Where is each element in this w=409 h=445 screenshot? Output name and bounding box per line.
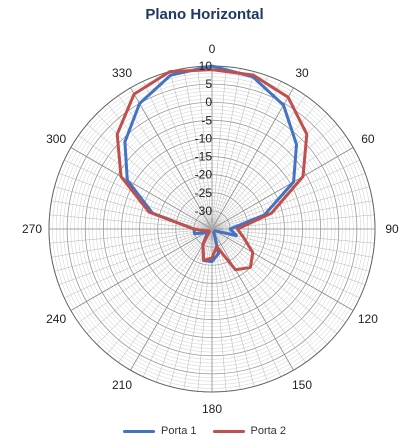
- legend: Porta 1 Porta 2: [0, 425, 409, 437]
- grid-spoke: [211, 228, 328, 345]
- radial-tick-label: 10: [199, 59, 213, 73]
- grid-spoke: [211, 71, 255, 230]
- chart-title: Plano Horizontal: [145, 6, 264, 23]
- angle-tick-label: 30: [295, 66, 309, 80]
- angle-tick-label: 270: [22, 222, 42, 236]
- grid-spoke: [183, 68, 213, 230]
- radial-tick-label: -25: [195, 186, 213, 200]
- grid-spoke: [96, 228, 213, 345]
- grid-spoke: [211, 228, 360, 299]
- grid-spoke: [211, 103, 317, 230]
- grid-spoke: [211, 228, 370, 272]
- radial-tick-label: -20: [195, 168, 213, 182]
- grid-spoke: [107, 103, 213, 230]
- grid-spoke: [78, 135, 213, 230]
- grid-spoke: [197, 228, 213, 392]
- grid-spoke: [211, 87, 294, 230]
- series-layer: [115, 64, 309, 272]
- grid-spoke: [211, 173, 366, 230]
- angle-tick-label: 210: [112, 378, 132, 392]
- angle-tick-label: 300: [46, 132, 66, 146]
- angle-tick-label: 90: [385, 222, 399, 236]
- grid-spoke: [211, 186, 370, 230]
- grid-spoke: [54, 186, 213, 230]
- grid-spoke: [64, 228, 213, 299]
- angle-tick-label: 150: [292, 378, 312, 392]
- grid-spoke: [197, 66, 213, 230]
- angle-tick-label: 0: [209, 42, 216, 56]
- legend-label-porta-1: Porta 1: [161, 425, 197, 437]
- legend-swatch-porta-1: [123, 429, 156, 433]
- radial-tick-labels: 10 5 0 -5 -10 -15 -20 -25 -30: [195, 59, 213, 218]
- grid-spoke: [211, 95, 306, 230]
- grid-spoke: [156, 75, 213, 230]
- grid-spoke: [211, 228, 346, 323]
- grid-spoke: [211, 228, 366, 285]
- radial-tick-label: 5: [205, 77, 212, 91]
- angle-tick-label: 120: [358, 312, 378, 326]
- grid-spoke: [78, 228, 213, 323]
- grid-spoke: [70, 147, 213, 230]
- angle-tick-labels: 0 30 60 90 120 150 180 210 240 270 300 330: [22, 42, 399, 416]
- grid-spoke: [142, 228, 213, 377]
- legend-label-porta-2: Porta 2: [250, 425, 286, 437]
- grid-spoke: [49, 228, 213, 244]
- grid-spoke: [211, 228, 338, 334]
- series-line-porta-1: [123, 64, 298, 264]
- angle-tick-label: 330: [112, 66, 132, 80]
- grid-spoke: [211, 228, 294, 371]
- radial-tick-label: -10: [195, 131, 213, 145]
- grid-spoke: [51, 228, 213, 258]
- grid-spoke: [58, 173, 213, 230]
- grid-spoke: [211, 75, 268, 230]
- grid-spoke: [211, 66, 227, 230]
- legend-item-porta-1: Porta 1: [123, 425, 197, 437]
- radial-tick-label: -5: [201, 113, 212, 127]
- grid-spoke: [54, 228, 213, 272]
- grid-spoke: [211, 228, 306, 363]
- grid-spoke: [70, 228, 213, 311]
- grid-spoke: [130, 228, 213, 371]
- grid-spoke: [86, 124, 213, 230]
- grid-spoke: [211, 147, 354, 230]
- angle-tick-label: 240: [46, 312, 66, 326]
- grid-spoke: [118, 228, 213, 363]
- grid-spoke: [169, 71, 213, 230]
- radial-tick-label: -30: [195, 204, 213, 218]
- grid-spoke: [142, 81, 213, 230]
- grid-spoke: [183, 228, 213, 390]
- grid-spoke: [211, 135, 346, 230]
- grid-spoke: [211, 68, 241, 230]
- polar-grid: [48, 65, 376, 393]
- grid-spoke: [86, 228, 213, 334]
- grid-spoke: [130, 87, 213, 230]
- grid-spoke: [211, 228, 354, 311]
- grid-spoke: [107, 228, 213, 355]
- grid-spoke: [211, 113, 328, 230]
- grid-spoke: [169, 228, 213, 387]
- grid-spoke: [211, 228, 373, 258]
- grid-spoke: [96, 113, 213, 230]
- grid-spoke: [211, 81, 282, 230]
- grid-spoke: [211, 228, 317, 355]
- radial-tick-label: 0: [205, 95, 212, 109]
- grid-spoke: [211, 124, 338, 230]
- angle-tick-label: 180: [202, 402, 222, 416]
- legend-swatch-porta-2: [212, 429, 245, 433]
- series-line-porta-2: [115, 68, 309, 272]
- grid-spoke: [58, 228, 213, 285]
- legend-item-porta-2: Porta 2: [212, 425, 286, 437]
- radial-tick-label: -15: [195, 150, 213, 164]
- angle-tick-label: 60: [361, 132, 375, 146]
